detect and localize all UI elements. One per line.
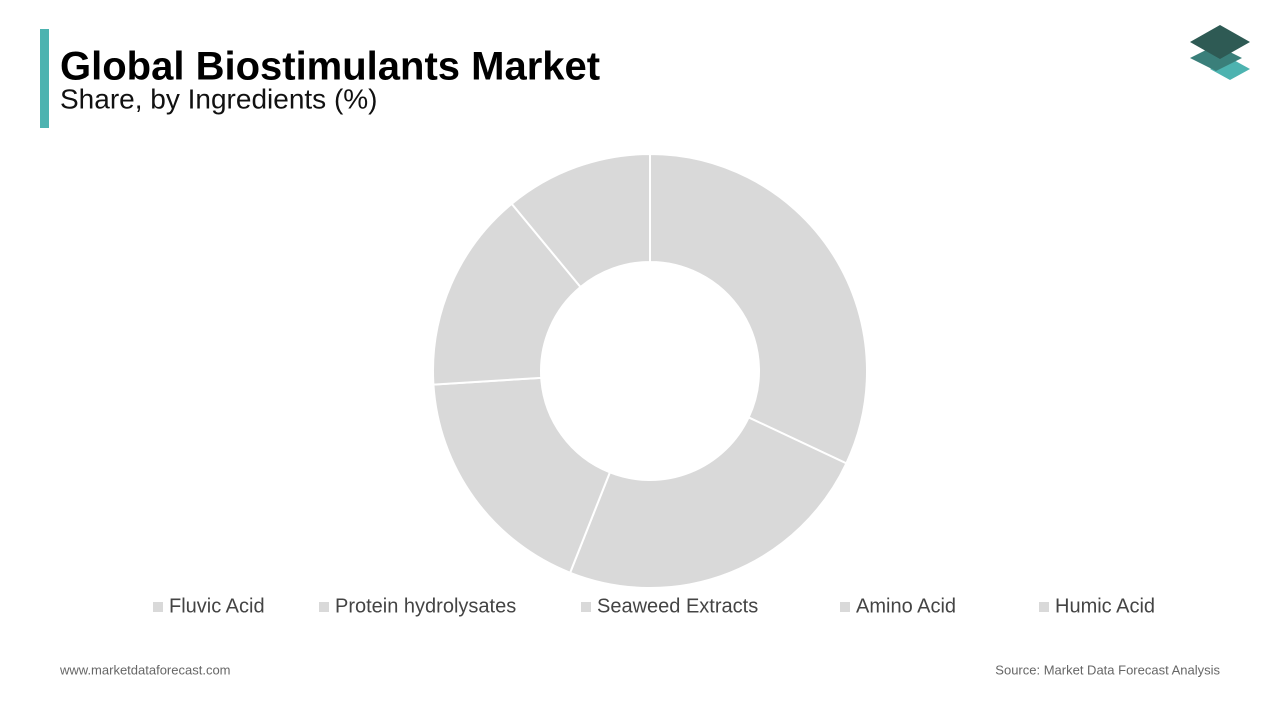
chart-title: Global Biostimulants Market [60, 45, 600, 89]
legend-label: Seaweed Extracts [597, 595, 758, 617]
pie-slice [568, 416, 848, 589]
pie-slice [432, 376, 612, 575]
legend-swatch [840, 602, 850, 612]
legend-label: Humic Acid [1055, 595, 1155, 617]
pie-slice [649, 152, 868, 465]
title-accent [40, 29, 49, 128]
legend-swatch [153, 602, 163, 612]
footer-website: www.marketdataforecast.com [59, 662, 231, 677]
pie-slice [510, 152, 651, 289]
legend-label: Amino Acid [856, 595, 956, 617]
legend-swatch [319, 602, 329, 612]
footer-source: Source: Market Data Forecast Analysis [995, 662, 1220, 677]
chart-subtitle: Share, by Ingredients (%) [60, 83, 378, 114]
logo [1190, 25, 1250, 80]
legend-label: Protein hydrolysates [335, 595, 516, 617]
legend-swatch [581, 602, 591, 612]
legend-swatch [1039, 602, 1049, 612]
legend-label: Fluvic Acid [169, 595, 265, 617]
pie-slice [432, 202, 582, 386]
